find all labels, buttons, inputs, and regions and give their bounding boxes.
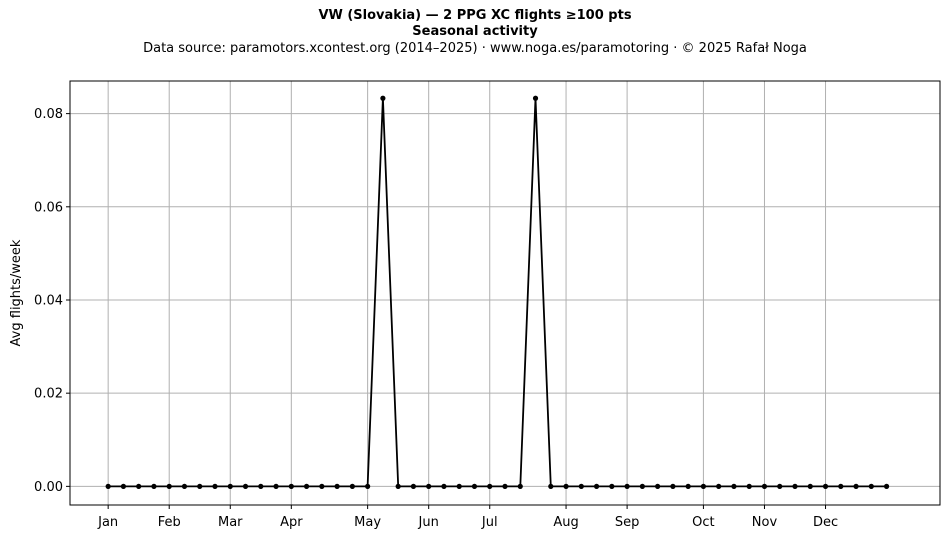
data-point <box>456 483 462 489</box>
x-tick-label: Oct <box>692 515 714 530</box>
data-point <box>471 483 478 489</box>
x-tick-label: Sep <box>615 515 640 530</box>
series-group <box>105 95 890 489</box>
data-point <box>273 483 279 489</box>
data-point <box>487 483 493 489</box>
data-point <box>868 483 874 489</box>
x-tick-label: Dec <box>813 515 838 530</box>
data-point <box>395 483 401 489</box>
data-point <box>136 483 142 489</box>
data-point <box>258 483 264 489</box>
y-tick-label: 0.02 <box>34 387 63 402</box>
data-point <box>853 483 859 489</box>
data-point <box>334 483 340 489</box>
data-point <box>716 483 722 489</box>
data-point <box>532 95 539 101</box>
data-point <box>777 483 783 489</box>
data-point <box>502 483 508 489</box>
x-tick-label: Aug <box>553 515 578 530</box>
data-point <box>212 483 218 489</box>
data-point <box>700 483 707 489</box>
data-point <box>349 483 355 489</box>
x-tick-label: Nov <box>752 515 778 530</box>
data-point <box>242 483 249 489</box>
data-point <box>670 483 676 489</box>
data-point <box>609 483 615 489</box>
x-tick-label: Apr <box>280 515 303 530</box>
y-tick-label: 0.00 <box>34 480 63 495</box>
data-point <box>365 483 371 489</box>
y-tick-label: 0.08 <box>34 107 63 122</box>
chart-title: VW (Slovakia) — 2 PPG XC flights ≥100 pt… <box>318 8 632 23</box>
data-point <box>822 483 829 489</box>
data-point <box>105 483 111 489</box>
data-point <box>303 483 310 489</box>
title-block: VW (Slovakia) — 2 PPG XC flights ≥100 pt… <box>0 8 950 58</box>
data-point <box>624 483 630 489</box>
x-tick-label: Jun <box>418 515 439 530</box>
data-point <box>410 483 417 489</box>
data-point <box>639 483 645 489</box>
chart-subtitle: Seasonal activity <box>412 24 538 39</box>
data-point <box>517 483 523 489</box>
data-point <box>548 483 554 489</box>
x-tick-label: May <box>354 515 381 530</box>
series-line <box>108 98 887 488</box>
grid <box>70 81 940 505</box>
data-point <box>593 483 600 489</box>
data-point <box>166 483 172 489</box>
data-point <box>731 483 737 489</box>
data-point <box>426 483 432 489</box>
data-point <box>578 483 584 489</box>
x-tick-label: Mar <box>218 515 243 530</box>
x-tick-label: Jul <box>481 515 498 530</box>
y-axis: 0.00 0.02 0.04 0.06 0.08 <box>34 107 70 495</box>
data-point <box>807 483 813 489</box>
data-point <box>746 483 752 489</box>
y-axis-label: Avg flights/week <box>9 239 24 346</box>
data-point <box>319 483 325 489</box>
plot-frame <box>69 80 941 506</box>
data-point <box>838 483 844 489</box>
data-point <box>563 483 569 489</box>
x-tick-label: Feb <box>158 515 181 530</box>
data-point <box>655 483 661 489</box>
data-point <box>120 483 127 489</box>
data-point <box>227 483 233 489</box>
data-point <box>761 483 768 489</box>
y-tick-label: 0.06 <box>34 200 63 215</box>
data-point <box>685 483 691 489</box>
data-point <box>380 95 386 101</box>
x-axis: Jan Feb Mar Apr May Jun Jul Aug Sep Oct Nov Dec <box>97 505 838 530</box>
x-tick-label: Jan <box>97 515 118 530</box>
data-point <box>151 483 157 489</box>
data-point <box>441 483 447 489</box>
chart-source: Data source: paramotors.xcontest.org (20… <box>143 41 807 56</box>
data-point <box>792 483 798 489</box>
data-point <box>181 483 188 489</box>
data-point <box>197 483 203 489</box>
data-point <box>288 483 294 489</box>
data-point <box>883 483 890 489</box>
y-tick-label: 0.04 <box>34 293 63 308</box>
